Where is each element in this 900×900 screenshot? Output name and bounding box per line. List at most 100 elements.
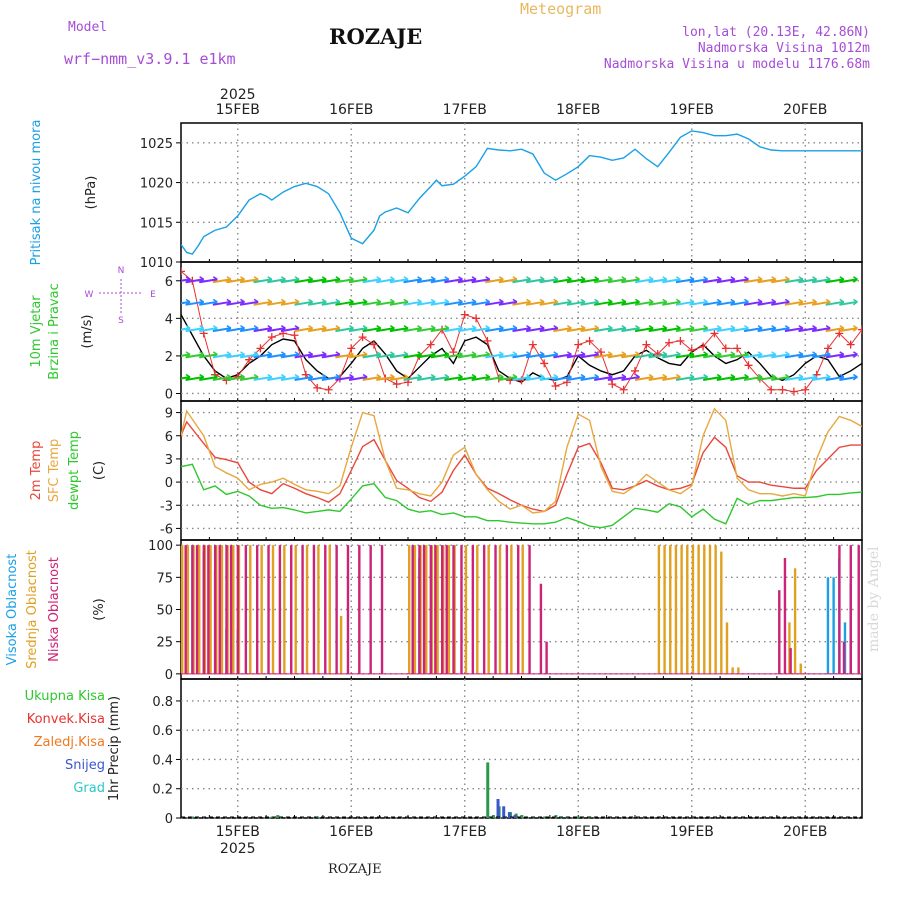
model-name: wrf−nmm_v3.9.1 e1km <box>64 50 236 68</box>
top-date-label: 18FEB <box>556 102 600 118</box>
wind-arrow <box>634 353 654 359</box>
wind-arrow <box>294 375 313 381</box>
bar <box>255 545 259 674</box>
bar <box>789 648 792 674</box>
wind-arrow <box>457 353 477 359</box>
wind-arrow <box>457 327 477 333</box>
bar <box>186 545 190 674</box>
wind-arrow <box>389 327 409 333</box>
bar <box>686 545 689 674</box>
y-axis-label: Visoka Oblacnost <box>5 554 20 666</box>
wind-arrow <box>362 327 381 333</box>
series-line-0 <box>181 130 862 255</box>
bar <box>328 545 331 674</box>
wind-arrow <box>580 375 599 381</box>
y-tick-label: 4 <box>165 312 173 327</box>
gust-marker <box>551 381 560 390</box>
bar <box>543 816 546 818</box>
wind-arrow <box>185 300 204 306</box>
bar <box>202 545 206 674</box>
wind-arrow <box>185 278 204 284</box>
wind-arrow-head <box>852 298 858 306</box>
wind-arrow <box>335 327 354 333</box>
bar <box>521 545 524 674</box>
gust-marker <box>642 340 651 349</box>
wind-arrow <box>212 278 232 284</box>
wind-arrow <box>539 327 558 333</box>
wind-arrow <box>498 353 518 359</box>
wind-arrow <box>212 327 232 333</box>
gust-marker <box>574 340 583 349</box>
top-date-label: 16FEB <box>329 102 373 118</box>
wind-arrow <box>525 278 545 284</box>
wind-arrow <box>430 353 449 359</box>
meteogram-label: Meteogram <box>520 0 602 18</box>
y-tick-label: 1010 <box>140 256 173 271</box>
wind-arrow <box>267 375 286 381</box>
gust-marker <box>778 385 787 394</box>
wind-arrow <box>321 375 340 381</box>
top-year-label: 2025 <box>220 87 256 103</box>
wind-arrow <box>253 375 272 381</box>
bar <box>225 545 228 674</box>
wind-arrow <box>771 375 790 381</box>
wind-arrow <box>471 278 490 284</box>
y-tick-label: 75 <box>156 571 173 586</box>
bar <box>464 545 468 674</box>
wind-arrow <box>730 300 749 306</box>
wind-arrow <box>294 300 313 306</box>
precip-legend-item: Konvek.Kisa <box>27 712 105 727</box>
bar <box>445 545 448 674</box>
wind-arrow <box>703 327 722 333</box>
wind-arrow <box>457 300 477 306</box>
bar <box>191 545 194 674</box>
wind-arrow <box>376 327 395 333</box>
y-tick-label: 0 <box>165 387 173 402</box>
wind-arrow <box>321 327 340 333</box>
precip-legend-item: Zaledj.Kisa <box>34 735 105 750</box>
bar <box>517 545 520 674</box>
y-tick-label: 0.8 <box>152 695 173 710</box>
gust-marker <box>181 267 185 276</box>
gust-marker <box>528 340 537 349</box>
wind-arrow <box>594 327 613 333</box>
bar <box>411 545 414 674</box>
wind-arrow <box>376 353 395 359</box>
bar <box>507 812 511 818</box>
wind-arrow <box>525 375 545 381</box>
wind-arrow <box>335 278 354 284</box>
top-date-label: 19FEB <box>670 102 714 118</box>
y-tick-label: 6 <box>165 430 173 445</box>
bar <box>184 545 187 674</box>
wind-arrow <box>212 353 232 359</box>
bar <box>290 545 293 674</box>
wind-arrow <box>784 327 804 333</box>
bar <box>339 615 343 674</box>
wind-arrow <box>253 327 272 333</box>
bar <box>440 545 444 674</box>
elevation-text: Nadmorska Visina 1012m <box>697 41 870 56</box>
wind-arrow <box>784 278 804 284</box>
wind-arrow <box>376 300 395 306</box>
wind-arrow <box>416 327 436 333</box>
gust-marker <box>823 344 832 353</box>
wind-arrow <box>308 278 327 284</box>
bar <box>793 568 797 674</box>
wind-arrow <box>621 327 640 333</box>
gust-marker <box>313 383 322 392</box>
gust-marker <box>721 344 730 353</box>
wind-arrow <box>539 375 558 381</box>
wind-arrow <box>730 327 749 333</box>
wind-arrow <box>498 375 518 381</box>
wind-arrow <box>580 300 599 306</box>
wind-arrow <box>280 375 300 381</box>
bar <box>324 545 327 674</box>
bar <box>220 545 224 674</box>
bar <box>429 545 433 674</box>
wind-arrow <box>771 300 790 306</box>
gust-marker <box>245 355 254 364</box>
wind-arrow <box>703 278 722 284</box>
wind-arrow <box>239 278 259 284</box>
gust-marker <box>699 342 708 351</box>
